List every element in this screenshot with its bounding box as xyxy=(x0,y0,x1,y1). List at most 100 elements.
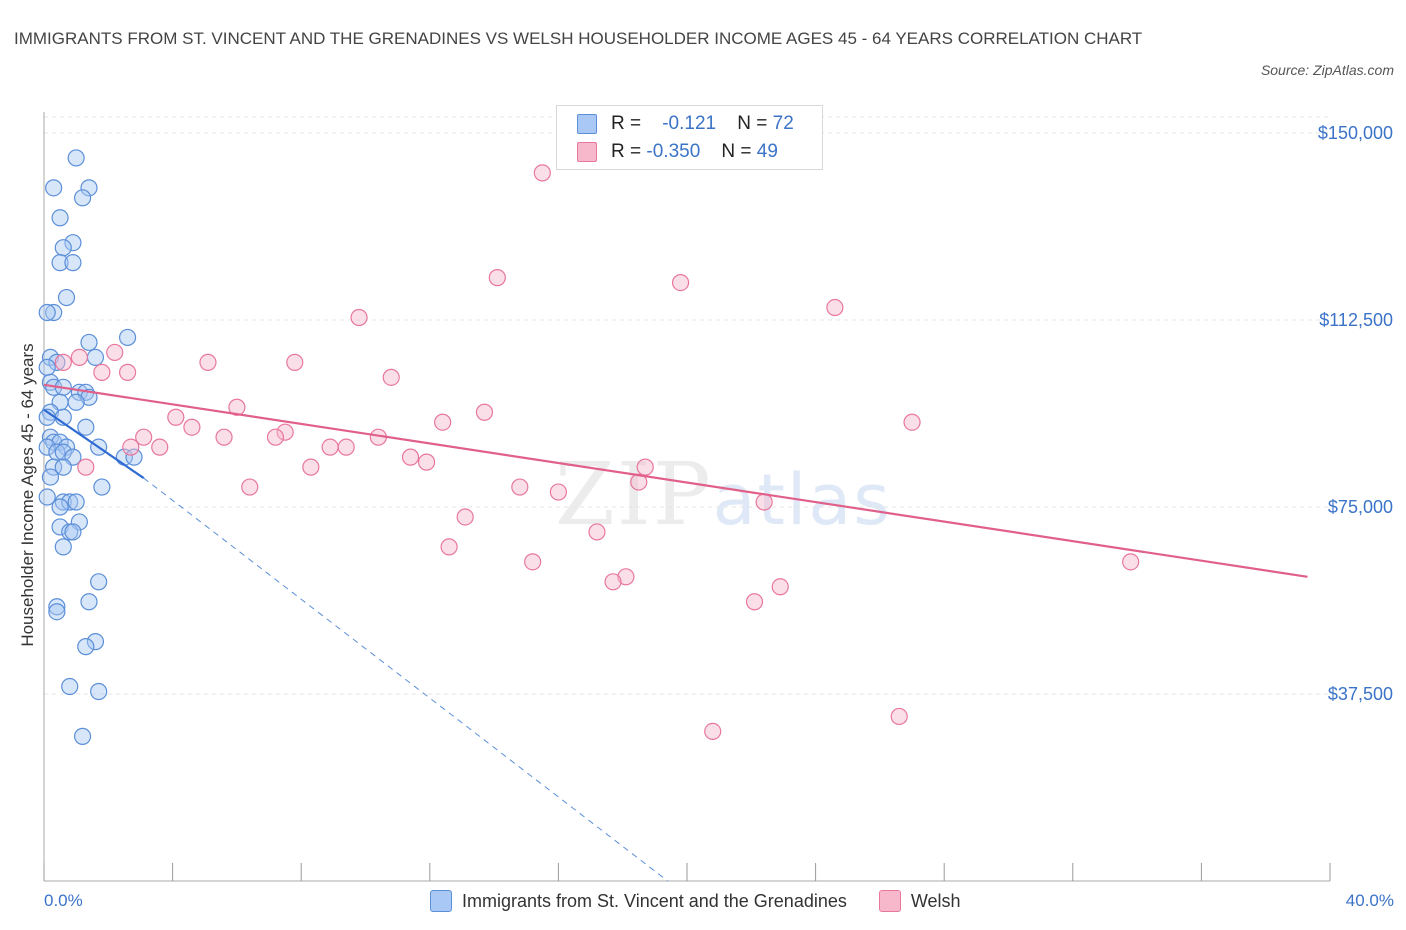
legend-n-label: N = xyxy=(737,113,768,134)
point-welsh xyxy=(167,408,185,426)
point-welsh xyxy=(488,269,506,287)
point-immigrants xyxy=(48,598,66,616)
y-tick-label: $112,500 xyxy=(1319,310,1393,330)
legend-swatch-welsh xyxy=(878,890,901,912)
legend-item-welsh[interactable]: Welsh xyxy=(878,890,961,912)
correlation-legend: R = -0.121 N = 72 R = -0.350 N = 49 xyxy=(556,105,823,170)
point-immigrants xyxy=(73,189,92,207)
legend-label-welsh: Welsh xyxy=(910,890,961,911)
point-immigrants xyxy=(93,478,111,496)
watermark-zip: ZIP xyxy=(555,445,713,545)
legend-swatch-immigrants xyxy=(430,890,452,912)
point-immigrants xyxy=(80,593,98,611)
legend-label-immigrants: Immigrants from St. Vincent and the Gren… xyxy=(462,890,847,911)
legend-n-value: 72 xyxy=(772,113,794,134)
point-immigrants xyxy=(54,239,72,257)
legend-n-label: N = xyxy=(721,141,752,162)
legend-n-value: 49 xyxy=(756,141,778,162)
point-immigrants xyxy=(118,328,137,347)
point-welsh xyxy=(118,363,137,381)
point-immigrants xyxy=(51,209,69,227)
point-immigrants xyxy=(64,234,82,252)
point-welsh xyxy=(77,458,95,476)
point-immigrants xyxy=(45,303,63,322)
point-immigrants xyxy=(38,488,56,506)
point-welsh xyxy=(771,578,789,596)
point-immigrants xyxy=(48,603,66,621)
point-welsh xyxy=(524,553,542,571)
point-immigrants xyxy=(67,149,85,167)
point-immigrants xyxy=(90,682,108,701)
y-tick-label: $150,000 xyxy=(1318,123,1393,143)
point-immigrants xyxy=(67,493,85,511)
legend-r-value: -0.121 xyxy=(662,113,717,134)
point-immigrants xyxy=(48,353,66,371)
point-welsh xyxy=(93,363,111,381)
point-welsh xyxy=(106,343,124,362)
point-immigrants xyxy=(51,518,69,536)
point-immigrants xyxy=(38,358,56,376)
trend-line-welsh xyxy=(43,383,1308,578)
point-immigrants xyxy=(67,393,85,411)
series-legend: Immigrants from St. Vincent and the Gren… xyxy=(430,890,981,912)
point-welsh xyxy=(434,413,452,431)
point-immigrants xyxy=(41,468,60,486)
point-immigrants xyxy=(77,418,95,436)
point-welsh xyxy=(54,353,72,371)
point-welsh xyxy=(228,398,246,416)
legend-row-immigrants: R = -0.121 N = 72 xyxy=(577,110,794,138)
point-welsh xyxy=(199,353,217,371)
point-welsh xyxy=(135,428,153,446)
point-immigrants xyxy=(64,254,82,272)
point-welsh xyxy=(456,508,474,526)
point-welsh xyxy=(671,274,690,292)
chart-title: IMMIGRANTS FROM ST. VINCENT AND THE GREN… xyxy=(14,29,1143,48)
point-immigrants xyxy=(54,443,72,461)
point-immigrants xyxy=(86,348,105,366)
point-immigrants xyxy=(61,677,79,696)
point-welsh xyxy=(588,523,606,541)
point-immigrants xyxy=(54,458,72,476)
point-immigrants xyxy=(45,458,63,476)
point-welsh xyxy=(636,458,654,476)
point-welsh xyxy=(745,593,764,611)
trend-line-immigrants xyxy=(43,408,145,479)
point-immigrants xyxy=(54,538,72,556)
point-immigrants xyxy=(86,633,105,651)
point-welsh xyxy=(321,438,339,456)
source-label: Source: ZipAtlas.com xyxy=(1260,62,1394,78)
point-welsh xyxy=(511,478,529,496)
point-welsh xyxy=(337,438,355,456)
point-welsh xyxy=(70,348,88,366)
point-welsh xyxy=(417,453,436,471)
point-welsh xyxy=(533,164,551,182)
point-welsh xyxy=(241,478,259,496)
point-welsh xyxy=(617,568,635,586)
watermark: ZIPatlas xyxy=(555,445,892,545)
point-immigrants xyxy=(45,179,63,197)
point-welsh xyxy=(440,538,458,556)
legend-swatch-immigrants xyxy=(577,113,597,134)
point-welsh xyxy=(302,458,320,476)
point-immigrants xyxy=(64,523,82,541)
point-immigrants xyxy=(57,438,76,456)
legend-item-immigrants[interactable]: Immigrants from St. Vincent and the Gren… xyxy=(430,890,847,912)
point-welsh xyxy=(215,428,233,446)
point-welsh xyxy=(903,413,921,431)
trend-line-immigrants-extrapolated xyxy=(143,477,669,882)
point-immigrants xyxy=(54,493,72,511)
point-welsh xyxy=(401,448,420,466)
point-welsh xyxy=(549,483,568,501)
point-immigrants xyxy=(38,438,56,456)
point-immigrants xyxy=(77,638,95,656)
y-tick-label: $37,500 xyxy=(1328,684,1393,704)
point-welsh xyxy=(276,423,294,441)
legend-swatch-welsh xyxy=(577,141,597,162)
point-welsh xyxy=(604,573,622,591)
point-immigrants xyxy=(51,254,69,272)
point-welsh xyxy=(183,418,201,436)
point-welsh xyxy=(151,438,169,456)
x-tick-max: 40.0% xyxy=(1345,891,1394,910)
point-welsh xyxy=(475,403,494,421)
y-axis-label: Householder Income Ages 45 - 64 years xyxy=(18,343,37,647)
